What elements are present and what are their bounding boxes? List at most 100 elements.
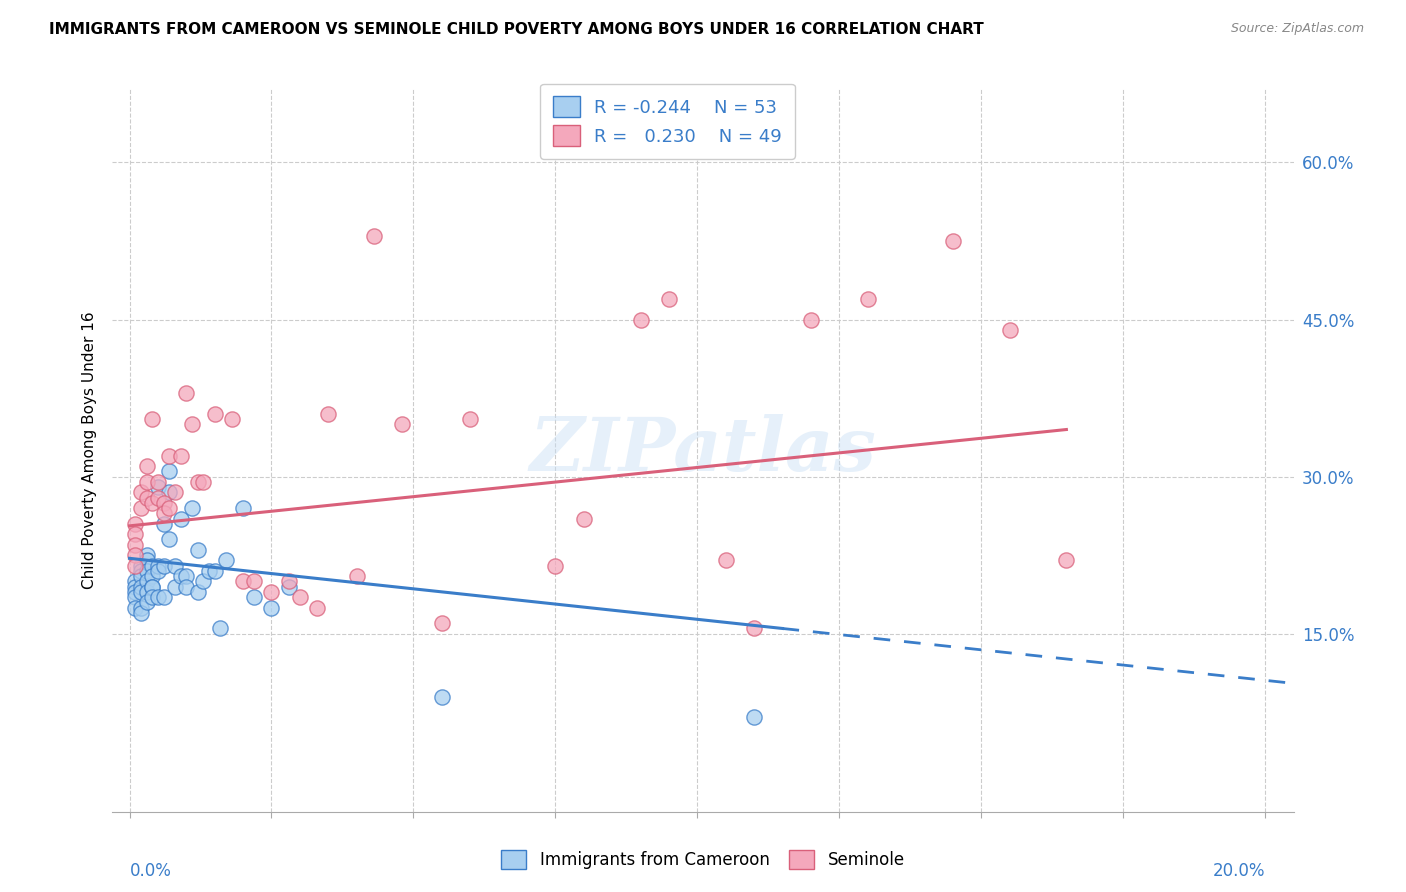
Point xyxy=(181,417,204,432)
Text: 0.0%: 0.0% xyxy=(129,863,172,880)
Point xyxy=(204,407,226,421)
Point xyxy=(129,485,152,500)
Point xyxy=(124,548,146,562)
Point xyxy=(277,580,299,594)
Point xyxy=(152,590,174,604)
Point xyxy=(124,516,146,531)
Point xyxy=(157,464,180,478)
Point xyxy=(146,480,169,494)
Point xyxy=(124,590,146,604)
Point xyxy=(129,569,152,583)
Point xyxy=(135,564,157,578)
Point xyxy=(146,475,169,489)
Point xyxy=(174,385,197,400)
Point xyxy=(152,558,174,573)
Point xyxy=(157,501,180,516)
Point xyxy=(544,558,567,573)
Point xyxy=(430,690,453,704)
Point xyxy=(163,558,186,573)
Point xyxy=(458,412,481,426)
Point xyxy=(942,234,965,248)
Point xyxy=(181,501,204,516)
Point xyxy=(141,496,163,510)
Point xyxy=(187,475,209,489)
Point xyxy=(174,569,197,583)
Point xyxy=(174,580,197,594)
Text: 20.0%: 20.0% xyxy=(1212,863,1265,880)
Point xyxy=(742,710,765,724)
Point xyxy=(152,516,174,531)
Point xyxy=(129,600,152,615)
Point xyxy=(714,553,737,567)
Point xyxy=(129,584,152,599)
Point xyxy=(305,600,328,615)
Point xyxy=(146,590,169,604)
Point xyxy=(187,584,209,599)
Point xyxy=(193,475,215,489)
Legend: Immigrants from Cameroon, Seminole: Immigrants from Cameroon, Seminole xyxy=(491,840,915,880)
Point xyxy=(277,574,299,589)
Point xyxy=(998,323,1021,337)
Point xyxy=(141,580,163,594)
Point xyxy=(243,574,266,589)
Point xyxy=(141,580,163,594)
Point xyxy=(209,622,232,636)
Legend: R = -0.244    N = 53, R =   0.230    N = 49: R = -0.244 N = 53, R = 0.230 N = 49 xyxy=(540,84,794,159)
Point xyxy=(124,600,146,615)
Point xyxy=(187,543,209,558)
Point xyxy=(630,312,652,326)
Point xyxy=(193,574,215,589)
Point xyxy=(742,622,765,636)
Point xyxy=(800,312,823,326)
Point xyxy=(135,548,157,562)
Point xyxy=(152,506,174,520)
Point xyxy=(215,553,238,567)
Point xyxy=(129,580,152,594)
Text: Source: ZipAtlas.com: Source: ZipAtlas.com xyxy=(1230,22,1364,36)
Point xyxy=(141,590,163,604)
Point xyxy=(135,584,157,599)
Point xyxy=(1054,553,1077,567)
Point xyxy=(572,511,595,525)
Point xyxy=(391,417,413,432)
Point xyxy=(204,564,226,578)
Point xyxy=(157,449,180,463)
Point xyxy=(288,590,311,604)
Point xyxy=(146,564,169,578)
Point xyxy=(316,407,339,421)
Point xyxy=(363,228,385,243)
Point xyxy=(856,292,879,306)
Point xyxy=(135,574,157,589)
Point xyxy=(124,580,146,594)
Point xyxy=(243,590,266,604)
Point xyxy=(129,564,152,578)
Point xyxy=(157,485,180,500)
Point xyxy=(169,511,191,525)
Text: ZIPatlas: ZIPatlas xyxy=(530,414,876,487)
Point xyxy=(146,491,169,505)
Point xyxy=(141,569,163,583)
Point xyxy=(169,569,191,583)
Point xyxy=(129,558,152,573)
Point xyxy=(135,553,157,567)
Point xyxy=(221,412,243,426)
Point xyxy=(129,606,152,620)
Point xyxy=(163,580,186,594)
Point xyxy=(146,558,169,573)
Point xyxy=(346,569,368,583)
Point xyxy=(163,485,186,500)
Point xyxy=(124,527,146,541)
Point xyxy=(135,475,157,489)
Point xyxy=(135,595,157,609)
Point xyxy=(260,600,283,615)
Text: IMMIGRANTS FROM CAMEROON VS SEMINOLE CHILD POVERTY AMONG BOYS UNDER 16 CORRELATI: IMMIGRANTS FROM CAMEROON VS SEMINOLE CHI… xyxy=(49,22,984,37)
Point xyxy=(124,538,146,552)
Point xyxy=(141,558,163,573)
Point xyxy=(232,501,254,516)
Point xyxy=(198,564,221,578)
Point xyxy=(260,584,283,599)
Y-axis label: Child Poverty Among Boys Under 16: Child Poverty Among Boys Under 16 xyxy=(82,311,97,590)
Point xyxy=(658,292,681,306)
Point xyxy=(141,412,163,426)
Point xyxy=(124,584,146,599)
